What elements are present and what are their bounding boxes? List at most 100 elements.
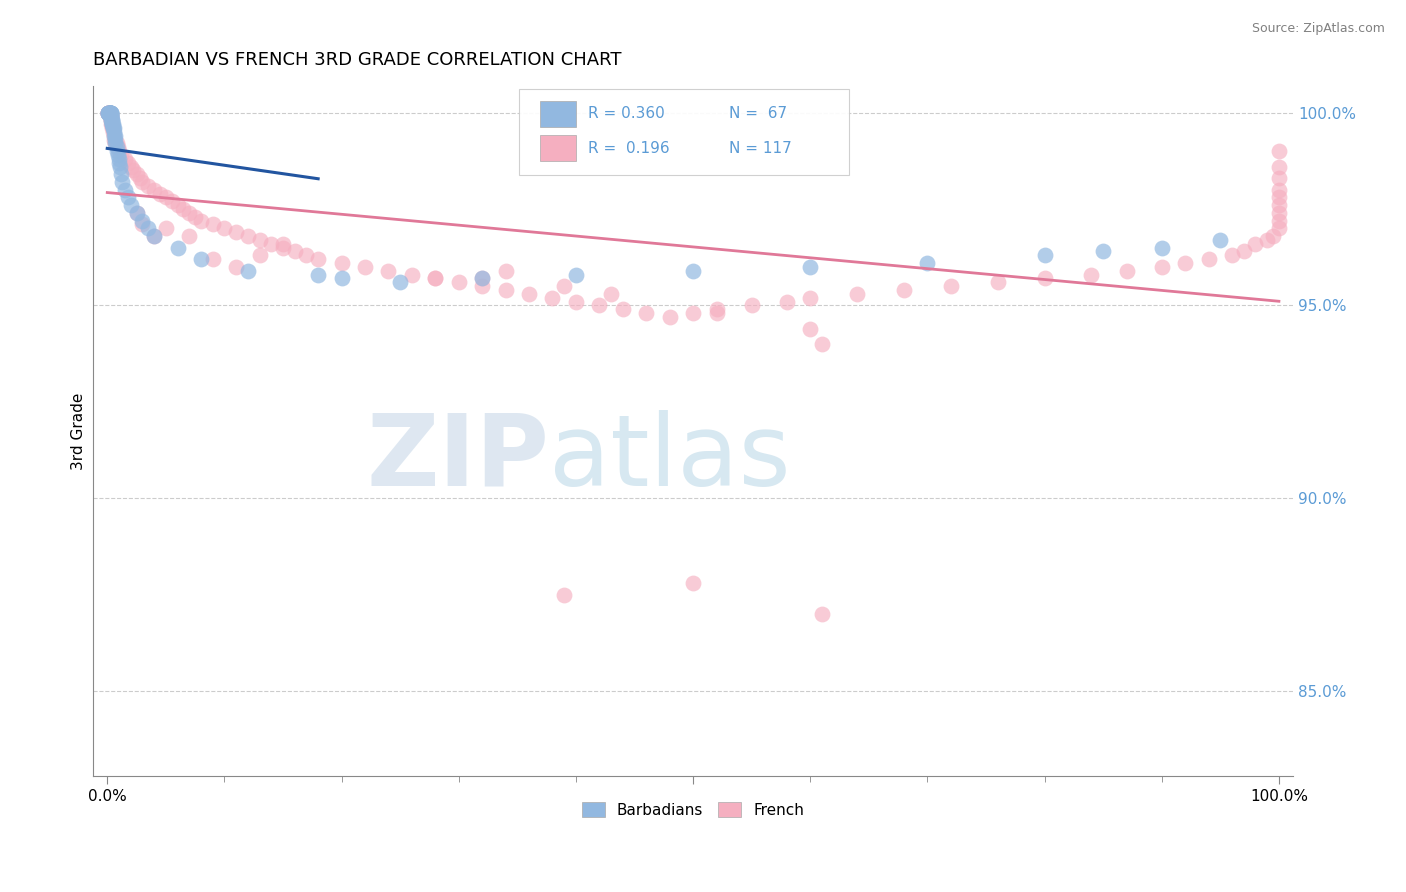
Point: [125, 206, 148, 220]
Point: [97, 105, 120, 120]
Text: N =  67: N = 67: [730, 106, 787, 121]
Text: atlas: atlas: [550, 410, 790, 507]
Point: [1268, 190, 1291, 204]
Point: [103, 132, 125, 146]
Point: [249, 233, 271, 247]
Point: [658, 310, 681, 324]
Point: [172, 202, 194, 216]
Point: [447, 275, 470, 289]
Point: [120, 198, 142, 212]
Point: [236, 263, 259, 277]
Y-axis label: 3rd Grade: 3rd Grade: [72, 392, 86, 469]
Point: [101, 117, 124, 131]
Point: [98, 105, 121, 120]
Point: [741, 298, 763, 312]
Point: [799, 321, 821, 335]
Point: [1268, 221, 1291, 235]
Point: [98, 109, 121, 123]
Point: [1092, 244, 1115, 259]
Point: [260, 236, 283, 251]
Point: [495, 283, 517, 297]
Point: [100, 113, 122, 128]
Point: [1115, 263, 1137, 277]
Point: [103, 128, 125, 143]
Point: [893, 283, 915, 297]
Point: [100, 105, 122, 120]
Point: [117, 155, 139, 169]
Point: [149, 186, 172, 201]
Point: [125, 206, 148, 220]
Point: [101, 117, 124, 131]
Point: [553, 279, 575, 293]
Point: [101, 113, 124, 128]
Point: [97, 105, 120, 120]
Point: [101, 125, 124, 139]
Point: [136, 221, 159, 235]
Point: [307, 268, 329, 282]
Point: [107, 140, 129, 154]
Point: [103, 125, 125, 139]
Point: [104, 136, 127, 151]
Point: [1268, 198, 1291, 212]
Text: N = 117: N = 117: [730, 141, 792, 156]
Point: [105, 140, 128, 154]
Point: [136, 178, 159, 193]
Point: [179, 206, 201, 220]
Point: [100, 109, 122, 123]
Point: [101, 120, 124, 135]
FancyBboxPatch shape: [519, 89, 849, 176]
Point: [517, 286, 540, 301]
Point: [108, 155, 131, 169]
Point: [987, 275, 1010, 289]
Point: [143, 183, 166, 197]
Text: Source: ZipAtlas.com: Source: ZipAtlas.com: [1251, 22, 1385, 36]
Text: R = 0.360: R = 0.360: [588, 106, 664, 121]
Point: [114, 183, 136, 197]
Point: [307, 252, 329, 267]
Point: [1150, 241, 1173, 255]
Point: [184, 210, 207, 224]
Point: [1033, 271, 1056, 285]
Point: [1268, 160, 1291, 174]
Point: [1209, 233, 1232, 247]
Point: [100, 109, 122, 123]
Point: [1150, 260, 1173, 274]
Point: [98, 105, 121, 120]
Point: [103, 120, 125, 135]
Point: [98, 105, 121, 120]
Point: [1261, 229, 1284, 244]
Point: [811, 337, 834, 351]
Point: [190, 213, 212, 227]
Point: [100, 109, 122, 123]
Point: [201, 218, 224, 232]
Point: [330, 271, 353, 285]
Point: [100, 113, 122, 128]
Point: [682, 306, 704, 320]
Point: [401, 268, 423, 282]
Point: [377, 263, 399, 277]
Point: [1268, 206, 1291, 220]
Point: [98, 109, 121, 123]
Point: [98, 105, 121, 120]
Point: [553, 588, 575, 602]
Point: [105, 136, 128, 151]
Point: [600, 286, 623, 301]
Point: [101, 120, 124, 135]
Point: [108, 152, 131, 166]
Point: [682, 263, 704, 277]
Point: [471, 271, 494, 285]
Point: [100, 113, 122, 128]
Point: [114, 152, 136, 166]
Point: [706, 302, 728, 317]
Point: [110, 148, 132, 162]
Point: [1268, 213, 1291, 227]
Point: [100, 117, 122, 131]
Point: [101, 117, 124, 131]
Point: [103, 128, 125, 143]
Point: [201, 252, 224, 267]
Point: [155, 190, 177, 204]
Text: BARBADIAN VS FRENCH 3RD GRADE CORRELATION CHART: BARBADIAN VS FRENCH 3RD GRADE CORRELATIO…: [93, 51, 621, 69]
Point: [225, 260, 247, 274]
Point: [271, 241, 294, 255]
Point: [354, 260, 377, 274]
